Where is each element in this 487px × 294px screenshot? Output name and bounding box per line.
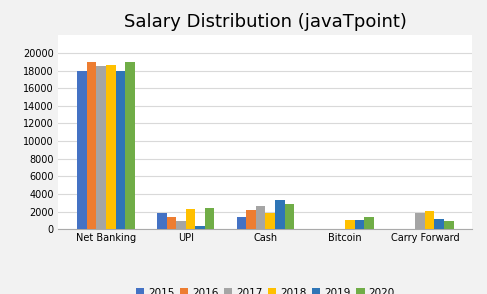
- Bar: [186, 209, 195, 229]
- Title: Salary Distribution (javaTpoint): Salary Distribution (javaTpoint): [124, 13, 407, 31]
- Bar: [125, 62, 135, 229]
- Bar: [345, 220, 355, 229]
- Bar: [96, 66, 106, 229]
- Bar: [284, 204, 294, 229]
- Legend: 2015, 2016, 2017, 2018, 2019, 2020: 2015, 2016, 2017, 2018, 2019, 2020: [136, 288, 395, 294]
- Bar: [87, 62, 96, 229]
- Bar: [434, 219, 444, 229]
- Bar: [157, 213, 167, 229]
- Bar: [256, 206, 265, 229]
- Bar: [115, 71, 125, 229]
- Bar: [77, 71, 87, 229]
- Bar: [237, 217, 246, 229]
- Bar: [364, 217, 374, 229]
- Bar: [355, 220, 364, 229]
- Bar: [176, 220, 186, 229]
- Bar: [425, 211, 434, 229]
- Bar: [205, 208, 214, 229]
- Bar: [246, 210, 256, 229]
- Bar: [167, 218, 176, 229]
- Bar: [195, 226, 205, 229]
- Bar: [415, 213, 425, 229]
- Bar: [265, 213, 275, 229]
- Bar: [106, 65, 115, 229]
- Bar: [275, 200, 284, 229]
- Bar: [444, 221, 453, 229]
